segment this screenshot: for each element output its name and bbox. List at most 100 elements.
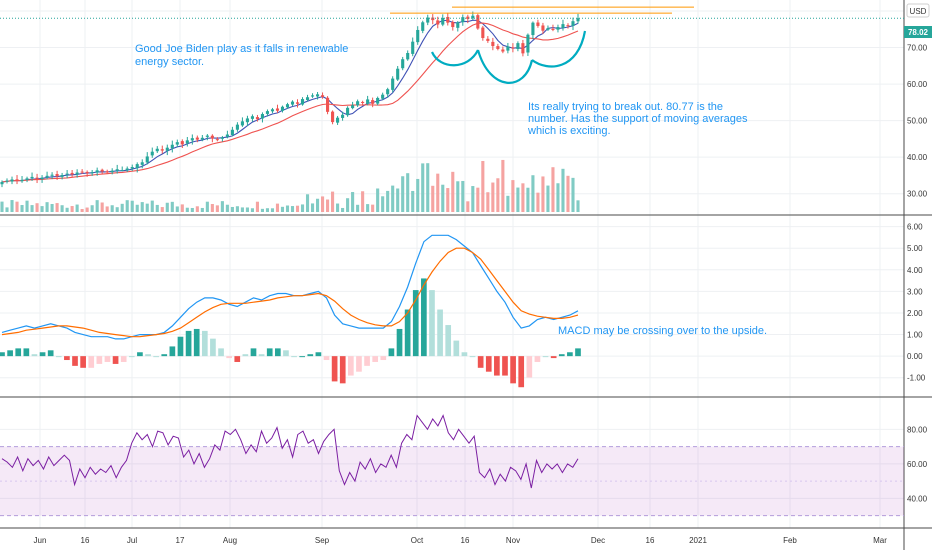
candle-body	[406, 53, 410, 60]
candle-body	[175, 142, 179, 145]
macd-signal-line	[1, 247, 579, 338]
volume-bar	[336, 203, 340, 212]
time-axis-label: Nov	[506, 536, 520, 545]
volume-bar	[451, 171, 455, 212]
volume-bar	[396, 188, 400, 212]
volume-bar	[90, 205, 94, 212]
cup-left-shoulder	[430, 49, 479, 67]
volume-bar	[270, 208, 275, 212]
candle-body	[15, 179, 19, 181]
volume-bar	[70, 206, 74, 212]
candle-body	[70, 172, 74, 175]
volume-bar	[341, 207, 345, 212]
volume-bar	[326, 199, 330, 212]
volume-bar	[521, 183, 525, 212]
macd-histogram-bar	[218, 348, 224, 357]
annotation-breakout-line3: which is exciting.	[527, 125, 611, 137]
macd-axis-label: 4.00	[907, 266, 923, 275]
candle-body	[110, 170, 114, 173]
volume-bar	[30, 205, 34, 212]
time-axis-label: 2021	[689, 536, 707, 545]
candle-body	[145, 156, 149, 163]
volume-bar	[516, 187, 520, 212]
macd-histogram-bar	[364, 356, 370, 366]
candle-body	[506, 46, 510, 51]
candle-body	[521, 43, 525, 54]
volume-bar	[50, 203, 54, 212]
volume-bar	[346, 198, 350, 212]
macd-histogram-bar	[518, 356, 525, 388]
candle-body	[50, 174, 54, 176]
volume-bar	[406, 173, 410, 212]
user-drawings	[0, 6, 904, 84]
candle-body	[391, 78, 395, 90]
candle-body	[85, 171, 89, 174]
candle-body	[10, 179, 14, 182]
macd-histogram-bar	[477, 356, 484, 368]
candle-body	[356, 101, 360, 106]
volume-bar	[526, 187, 530, 212]
candle-body	[471, 15, 475, 19]
volume-bar	[541, 176, 545, 212]
time-axis-label: 16	[461, 536, 470, 545]
volume-bar	[135, 204, 139, 212]
last-price-label: 78.02	[908, 28, 929, 37]
volume-bar	[486, 192, 490, 212]
macd-histogram-bar	[437, 309, 443, 357]
candle-body	[115, 169, 119, 171]
macd-histogram-bar	[372, 356, 379, 362]
volume-bar	[366, 204, 370, 212]
annotation-macd: MACD may be crossing over to the upside.	[558, 325, 767, 337]
price-axis-label: 40.00	[907, 153, 928, 162]
volume-bar	[40, 206, 44, 212]
macd-histogram-bar	[185, 330, 192, 357]
candle-body	[371, 100, 375, 104]
volume-bar	[140, 202, 144, 212]
volume-bar	[275, 203, 280, 212]
macd-histogram-bar	[291, 356, 297, 358]
macd-histogram-bar	[15, 348, 22, 357]
candle-body	[551, 28, 555, 30]
volume-bar	[496, 178, 500, 212]
rsi-axis-label: 80.00	[907, 425, 928, 434]
volume-bar	[321, 196, 325, 212]
volume-bar	[65, 207, 69, 212]
candle-body	[556, 27, 560, 30]
candle-body	[361, 101, 365, 103]
candle-body	[135, 164, 139, 169]
candlesticks[interactable]	[0, 11, 580, 188]
volume-bar	[556, 183, 560, 212]
volume-bar	[315, 198, 320, 212]
candle-body	[496, 46, 500, 49]
volume-bar	[481, 160, 485, 212]
candle-body	[165, 147, 169, 151]
macd-histogram-bar	[193, 328, 200, 357]
candle-body	[105, 171, 109, 173]
candle-body	[321, 95, 325, 97]
volume-bar	[376, 188, 380, 212]
volume-bar	[561, 168, 565, 212]
volume-bar	[461, 180, 465, 212]
macd-histogram-bar	[210, 338, 216, 357]
volume-bar	[130, 200, 134, 212]
time-axis-label: Jun	[34, 536, 47, 545]
candle-body	[336, 117, 340, 123]
annotation-breakout-line1: Its really trying to break out. 80.77 is…	[528, 101, 723, 113]
volume-bar	[240, 207, 244, 212]
moving-average-long	[1, 22, 579, 183]
cup-right-shoulder	[531, 30, 587, 68]
macd-histogram-bar	[274, 348, 281, 357]
volume-bar	[471, 186, 475, 212]
volume-bar	[416, 178, 420, 212]
volume-bar	[290, 206, 295, 212]
macd-histogram-bar	[388, 348, 395, 357]
macd-histogram-bar	[510, 356, 516, 384]
macd-histogram-bar	[339, 356, 346, 384]
volume-bar	[20, 205, 24, 212]
volume-bar	[446, 188, 450, 212]
candle-body	[481, 27, 485, 39]
macd-histogram-bar	[453, 340, 460, 357]
volume-bar	[200, 207, 204, 212]
candle-body	[220, 137, 224, 139]
